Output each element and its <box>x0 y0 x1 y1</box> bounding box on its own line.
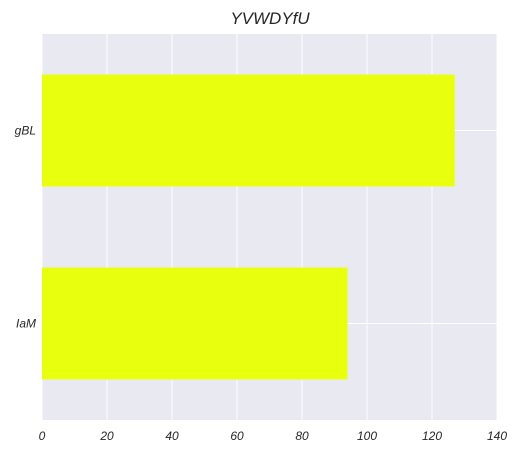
x-tick-label: 100 <box>357 429 377 443</box>
x-tick-label: 140 <box>487 429 507 443</box>
x-tick-label: 40 <box>165 429 179 443</box>
x-tick-label: 0 <box>39 429 46 443</box>
x-tick-label: 120 <box>422 429 442 443</box>
bar-iam <box>42 267 348 380</box>
y-tick-label: IaM <box>16 317 36 331</box>
plot-area: 0 20 40 60 80 100 120 140 gBL IaM <box>15 34 507 443</box>
y-tick-label: gBL <box>15 124 36 138</box>
bar-gbl <box>42 74 455 187</box>
x-tick-label: 80 <box>295 429 309 443</box>
chart-title: YVWDYfU <box>230 9 310 28</box>
x-tick-label: 60 <box>230 429 244 443</box>
x-tick-label: 20 <box>99 429 114 443</box>
